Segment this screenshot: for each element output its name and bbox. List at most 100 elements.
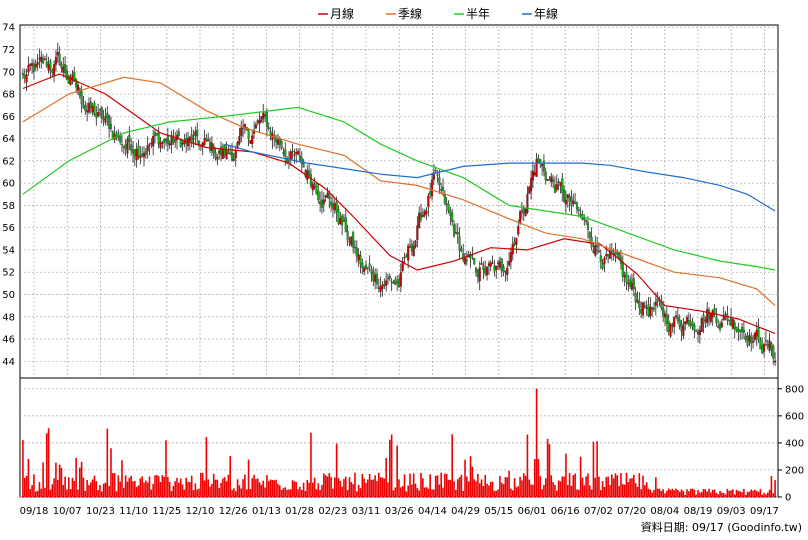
volume-bar <box>605 477 608 497</box>
x-tick-label: 06/01 <box>518 506 547 517</box>
candle-body <box>640 308 643 314</box>
candle-body <box>449 210 452 216</box>
candle-body <box>377 287 380 290</box>
volume-bar <box>499 475 501 497</box>
candle-body <box>89 102 92 109</box>
candle-body <box>355 247 358 257</box>
candle-body <box>524 208 527 217</box>
volume-bar <box>190 475 193 497</box>
candle-body <box>346 231 349 241</box>
x-tick-label: 09/17 <box>750 506 779 517</box>
volume-bar <box>341 486 343 497</box>
candle-body <box>728 319 731 321</box>
volume-bar <box>697 490 699 497</box>
volume-bar <box>530 484 532 497</box>
volume-bar <box>491 481 494 497</box>
volume-bar <box>601 481 604 497</box>
candle-body <box>673 317 676 328</box>
volume-bar <box>284 487 287 497</box>
candle-body <box>64 63 67 74</box>
candle-body <box>102 118 105 121</box>
candle-body <box>295 151 298 155</box>
candle-body <box>249 140 252 144</box>
volume-bar <box>772 493 775 497</box>
volume-bar <box>234 491 237 497</box>
volume-bar <box>420 472 422 497</box>
x-tick-label: 01/13 <box>252 506 281 517</box>
volume-bar <box>244 474 246 497</box>
candle-body <box>60 63 63 69</box>
price-tick-label: 48 <box>2 312 15 323</box>
volume-bar <box>376 481 378 497</box>
volume-bar <box>260 484 263 497</box>
data-date-footer: 資料日期: 09/17 (Goodinfo.tw) <box>640 521 802 534</box>
candle-body <box>458 236 461 251</box>
candle-body <box>45 61 48 67</box>
volume-bar <box>383 478 386 497</box>
x-tick-label: 10/07 <box>53 506 82 517</box>
candle-body <box>476 270 479 277</box>
candle-body <box>38 58 41 60</box>
volume-bar <box>533 459 536 497</box>
volume-bar <box>655 477 657 497</box>
candle-body <box>32 63 35 72</box>
volume-bar <box>722 492 725 497</box>
candle-body <box>629 279 632 287</box>
volume-bar <box>614 473 617 497</box>
candle-body <box>669 323 672 337</box>
candle-body <box>574 202 577 204</box>
candle-body <box>174 139 177 143</box>
candle-body <box>693 324 696 331</box>
candle-body <box>489 262 492 267</box>
candle-body <box>421 215 424 217</box>
volume-bar <box>308 482 310 497</box>
volume-bar <box>233 488 235 497</box>
candle-body <box>339 218 342 225</box>
volume-bar <box>770 476 773 497</box>
candle-body <box>445 203 448 205</box>
candle-body <box>40 56 43 62</box>
candle-body <box>324 195 327 198</box>
volume-bar <box>453 481 455 497</box>
candle-body <box>412 245 415 257</box>
volume-tick-label: 200 <box>785 465 804 476</box>
volume-bar <box>201 473 204 497</box>
candle-body <box>238 136 241 144</box>
candle-body <box>298 155 301 161</box>
volume-bar <box>280 489 283 497</box>
candle-body <box>214 152 217 158</box>
candle-body <box>735 326 738 332</box>
candle-body <box>80 91 83 105</box>
volume-bar <box>165 440 167 497</box>
candle-body <box>282 152 285 154</box>
candle-body <box>372 271 375 281</box>
volume-bar <box>733 494 736 497</box>
volume-bar <box>552 482 554 497</box>
candle-body <box>434 170 437 172</box>
volume-bar <box>460 474 463 497</box>
candle-body <box>774 360 777 363</box>
candle-body <box>194 131 197 137</box>
volume-bar <box>711 489 714 497</box>
candle-body <box>597 250 601 253</box>
volume-bar <box>192 490 195 497</box>
volume-bar <box>266 475 268 497</box>
volume-bar <box>739 491 742 497</box>
volume-bar <box>88 485 90 497</box>
volume-bar <box>379 477 382 497</box>
volume-bar <box>115 491 118 497</box>
x-tick-label: 09/18 <box>20 506 49 517</box>
candle-body <box>350 236 353 246</box>
candle-body <box>410 243 413 252</box>
candle-body <box>124 144 127 150</box>
volume-bar <box>741 492 743 497</box>
volume-bar <box>278 485 281 497</box>
volume-bar <box>350 482 353 497</box>
price-tick-label: 56 <box>2 223 15 234</box>
volume-bar <box>293 481 296 497</box>
volume-bar <box>590 489 593 497</box>
candle-body <box>385 280 388 286</box>
volume-bar <box>497 489 499 497</box>
ma-line-ma60 <box>22 76 776 307</box>
